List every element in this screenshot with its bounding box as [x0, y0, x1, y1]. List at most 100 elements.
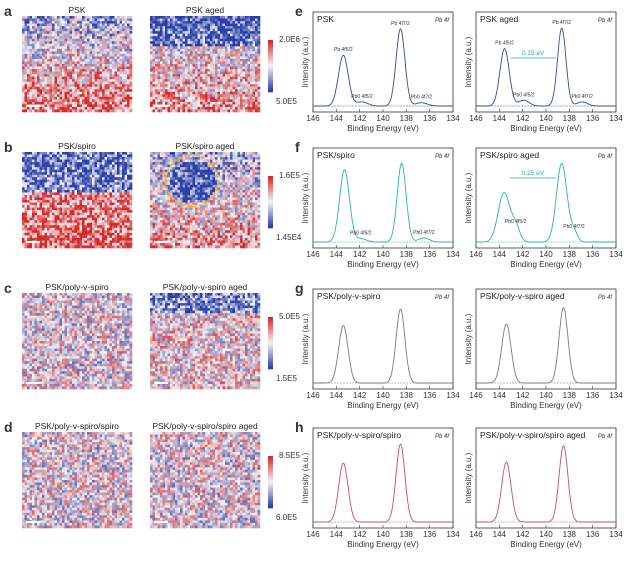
- x-tick-label: 140: [376, 250, 390, 259]
- scale-bar: [154, 521, 168, 523]
- y-axis-label: Intensity (a.u.): [301, 36, 310, 87]
- x-tick-label: 138: [563, 114, 577, 123]
- x-tick-label: 144: [330, 250, 344, 259]
- y-axis-label: Intensity (a.u.): [464, 452, 473, 503]
- x-axis-label: Binding Energy (eV): [510, 260, 582, 269]
- xps-panel-6: PSK/poly-v-spiro aged Pb 4f Intensity (a.u…: [464, 288, 623, 410]
- x-tick-label: 136: [586, 250, 600, 259]
- x-tick-label: 134: [446, 391, 460, 400]
- peak-label: Pb 4f5/2: [495, 41, 514, 47]
- xps-title: PSK/spiro: [317, 150, 355, 160]
- x-axis-label: Binding Energy (eV): [510, 124, 582, 133]
- spectrum-line: [313, 308, 453, 384]
- x-tick-label: 140: [539, 530, 553, 539]
- element-tag: Pb 4f: [598, 18, 613, 24]
- x-tick-label: 138: [563, 391, 577, 400]
- x-tick-label: 136: [423, 250, 437, 259]
- pl-maps: PSK PSK aged 2.0E6 5.0E5 PSK/spiro PSK/spiro …: [22, 5, 302, 529]
- x-tick-label: 138: [400, 391, 414, 400]
- x-tick-label: 138: [563, 250, 577, 259]
- x-axis-label: Binding Energy (eV): [347, 540, 419, 549]
- x-axis-label: Binding Energy (eV): [510, 540, 582, 549]
- peak-label: Pb0 4f5/2: [351, 94, 373, 100]
- element-tag: Pb 4f: [435, 295, 450, 301]
- panel-letter-b: b: [4, 139, 13, 155]
- y-axis-label: Intensity (a.u.): [464, 36, 473, 87]
- scale-bar: [154, 241, 168, 243]
- colorbar-max: 2.0E6: [279, 35, 300, 44]
- map-title: PSK/poly-v-spiro/spiro aged: [152, 421, 258, 431]
- shift-annotation: 0.25 eV: [522, 170, 545, 177]
- xps-panel-8: PSK/poly-v-spiro/spiro aged Pb 4f Intensit…: [464, 427, 623, 549]
- x-tick-label: 140: [539, 391, 553, 400]
- colorbar: [268, 317, 273, 370]
- scale-bar: [26, 241, 40, 243]
- heatmap: [150, 293, 261, 390]
- element-tag: Pb 4f: [598, 434, 613, 440]
- y-axis-label: Intensity (a.u.): [464, 172, 473, 223]
- x-tick-label: 144: [330, 114, 344, 123]
- map-title: PSK/spiro aged: [175, 141, 234, 151]
- colorbar-min: 5.0E5: [276, 97, 297, 106]
- x-tick-label: 140: [539, 250, 553, 259]
- xps-charts: PSK Pb 4f Intensity (a.u.) 146 144 142 140 138 1…: [301, 11, 623, 549]
- x-tick-label: 146: [306, 391, 320, 400]
- x-tick-label: 138: [563, 530, 577, 539]
- peak-label: Pb0 4f7/2: [571, 94, 593, 100]
- x-tick-label: 136: [423, 114, 437, 123]
- xps-title: PSK/spiro aged: [480, 150, 539, 160]
- x-tick-label: 146: [469, 250, 483, 259]
- xps-title: PSK/poly-v-spiro: [317, 291, 381, 301]
- x-tick-label: 144: [493, 391, 507, 400]
- scale-bar: [154, 382, 168, 384]
- colorbar-min: 1.45E4: [276, 233, 302, 242]
- x-tick-label: 142: [516, 391, 530, 400]
- pl-map-6: PSK/poly-v-spiro aged 5.0E5 1.5E5: [150, 282, 300, 390]
- xps-title: PSK/poly-v-spiro/spiro aged: [480, 430, 586, 440]
- heatmap: [150, 152, 261, 249]
- x-axis-label: Binding Energy (eV): [347, 124, 419, 133]
- shift-annotation: 0.15 eV: [522, 50, 545, 57]
- x-tick-label: 140: [376, 114, 390, 123]
- x-tick-label: 134: [609, 114, 623, 123]
- spectrum-line: [476, 445, 616, 523]
- pl-map-1: PSK: [22, 5, 133, 113]
- y-axis-label: Intensity (a.u.): [301, 172, 310, 223]
- peak-label: Pb0 4f7/2: [413, 230, 435, 236]
- colorbar-max: 8.5E5: [279, 451, 300, 460]
- x-tick-label: 146: [306, 530, 320, 539]
- x-tick-label: 134: [609, 391, 623, 400]
- scale-bar: [26, 382, 40, 384]
- plot-frame: [475, 147, 617, 249]
- peak-label: Pb 4f7/2: [391, 21, 410, 27]
- panel-letter-c: c: [4, 280, 12, 296]
- x-tick-label: 136: [423, 530, 437, 539]
- heatmap: [150, 432, 261, 529]
- spectrum-line: [476, 306, 616, 384]
- panel-letter-d: d: [4, 419, 13, 435]
- element-tag: Pb 4f: [435, 18, 450, 24]
- x-tick-label: 136: [586, 530, 600, 539]
- x-tick-label: 136: [586, 391, 600, 400]
- x-tick-label: 142: [516, 114, 530, 123]
- x-tick-label: 134: [609, 250, 623, 259]
- y-axis-label: Intensity (a.u.): [464, 313, 473, 364]
- x-tick-label: 134: [446, 250, 460, 259]
- colorbar: [268, 456, 273, 509]
- map-title: PSK/spiro: [58, 141, 96, 151]
- x-tick-label: 144: [493, 114, 507, 123]
- x-axis-label: Binding Energy (eV): [347, 260, 419, 269]
- colorbar-max: 1.6E5: [279, 171, 300, 180]
- pl-map-3: PSK/spiro: [22, 141, 133, 249]
- panel-letter-e: e: [295, 3, 303, 19]
- xps-title: PSK: [317, 14, 334, 24]
- heatmap: [22, 152, 133, 249]
- spectrum-line: [476, 162, 616, 243]
- x-axis-label: Binding Energy (eV): [510, 401, 582, 410]
- xps-panel-2: PSK aged Pb 4f Intensity (a.u.) 146 144 142 14…: [464, 11, 623, 133]
- xps-panel-4: PSK/spiro aged Pb 4f Intensity (a.u.) 146 14…: [464, 147, 623, 269]
- x-tick-label: 134: [446, 530, 460, 539]
- x-tick-label: 138: [400, 530, 414, 539]
- x-tick-label: 140: [376, 530, 390, 539]
